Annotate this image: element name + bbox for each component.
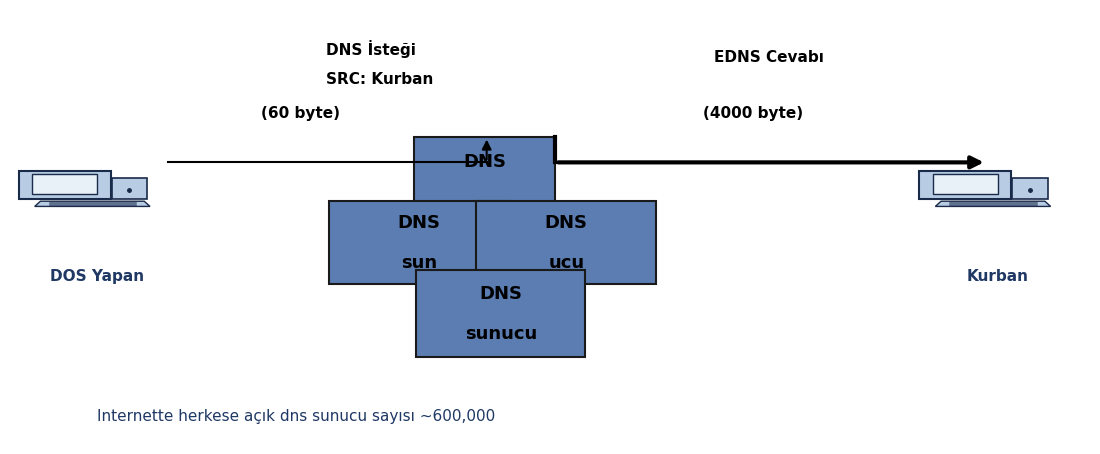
Text: SRC: Kurban: SRC: Kurban bbox=[327, 73, 433, 88]
Bar bbox=[416, 271, 585, 357]
Bar bbox=[476, 202, 657, 284]
FancyBboxPatch shape bbox=[920, 171, 1011, 199]
Text: DNS: DNS bbox=[463, 153, 506, 171]
Text: ucu: ucu bbox=[548, 254, 584, 271]
Text: (4000 byte): (4000 byte) bbox=[703, 106, 803, 121]
Polygon shape bbox=[935, 201, 1050, 207]
Text: DNS: DNS bbox=[544, 213, 587, 232]
Text: Kurban: Kurban bbox=[967, 268, 1028, 284]
Text: EDNS Cevabı: EDNS Cevabı bbox=[714, 50, 824, 65]
Text: sunucu: sunucu bbox=[464, 325, 537, 343]
FancyBboxPatch shape bbox=[111, 178, 147, 199]
Text: (60 byte): (60 byte) bbox=[261, 106, 340, 121]
Text: DNS İsteği: DNS İsteği bbox=[327, 40, 416, 58]
Bar bbox=[414, 137, 556, 210]
Text: DOS Yapan: DOS Yapan bbox=[50, 268, 144, 284]
FancyBboxPatch shape bbox=[933, 174, 998, 194]
Polygon shape bbox=[35, 201, 150, 207]
Text: Internette herkese açık dns sunucu sayısı ~600,000: Internette herkese açık dns sunucu sayıs… bbox=[97, 409, 495, 424]
Text: sun: sun bbox=[400, 254, 437, 271]
Text: DNS: DNS bbox=[397, 213, 440, 232]
Text: DNS: DNS bbox=[480, 285, 522, 303]
FancyBboxPatch shape bbox=[19, 171, 111, 199]
FancyBboxPatch shape bbox=[1012, 178, 1047, 199]
Bar bbox=[329, 202, 509, 284]
FancyBboxPatch shape bbox=[32, 174, 97, 194]
